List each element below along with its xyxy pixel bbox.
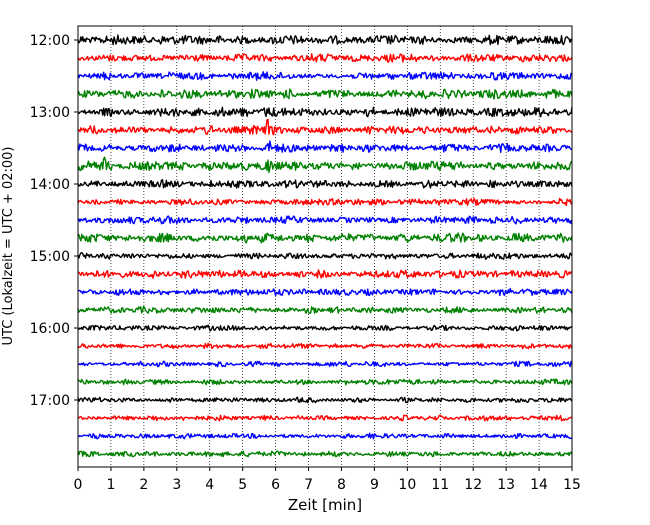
- x-tick-label: 15: [563, 477, 581, 493]
- trace-1645: [77, 378, 573, 386]
- trace-1315: [77, 118, 573, 136]
- trace-1415: [77, 197, 573, 207]
- y-tick-label: 16:00: [30, 321, 70, 337]
- trace-1515: [77, 269, 573, 279]
- trace-1430: [77, 215, 573, 225]
- y-tick-label: 12:00: [30, 33, 70, 49]
- x-tick-label: 0: [74, 477, 83, 493]
- x-tick-label: 3: [172, 477, 181, 493]
- plot-frame: [77, 25, 573, 468]
- axis-layer: 0 1 2 3 4 5 6 7 8 9 10 11 12 13 14 1512:0013:0014:0015:…: [30, 33, 581, 493]
- trace-1300: [77, 106, 573, 118]
- trace-1730: [77, 432, 573, 440]
- trace-layer: [77, 34, 573, 458]
- trace-1600: [77, 324, 573, 332]
- y-tick-label: 13:00: [30, 105, 70, 121]
- x-tick-label: 7: [304, 477, 313, 493]
- x-tick-label: 4: [205, 477, 214, 493]
- x-tick-label: 11: [431, 477, 449, 493]
- x-axis-label: Zeit [min]: [288, 496, 362, 514]
- x-tick-label: 6: [271, 477, 280, 493]
- trace-1400: [77, 179, 573, 189]
- trace-1200: [77, 34, 573, 46]
- y-tick-label: 14:00: [30, 177, 70, 193]
- trace-1500: [77, 251, 573, 260]
- y-tick-label: 17:00: [30, 393, 70, 409]
- x-tick-label: 12: [464, 477, 482, 493]
- x-tick-label: 9: [370, 477, 379, 493]
- trace-1245: [77, 88, 573, 100]
- x-tick-label: 10: [398, 477, 416, 493]
- trace-1630: [77, 360, 573, 368]
- y-axis-label: UTC (Lokalzeit = UTC + 02:00): [1, 147, 16, 346]
- x-tick-label: 1: [106, 477, 115, 493]
- trace-1530: [77, 287, 573, 297]
- trace-1215: [77, 53, 573, 63]
- trace-1345: [77, 156, 573, 174]
- x-tick-label: 8: [337, 477, 346, 493]
- x-tick-label: 13: [497, 477, 515, 493]
- x-tick-label: 14: [530, 477, 548, 493]
- trace-1615: [77, 342, 573, 350]
- x-tick-label: 2: [139, 477, 148, 493]
- trace-1715: [77, 414, 573, 422]
- trace-1700: [77, 396, 573, 404]
- trace-1745: [77, 450, 573, 458]
- y-tick-label: 15:00: [30, 249, 70, 265]
- trace-1545: [77, 305, 573, 315]
- trace-1230: [77, 71, 573, 81]
- x-tick-label: 5: [238, 477, 247, 493]
- trace-1330: [77, 140, 573, 154]
- trace-1445: [77, 232, 573, 244]
